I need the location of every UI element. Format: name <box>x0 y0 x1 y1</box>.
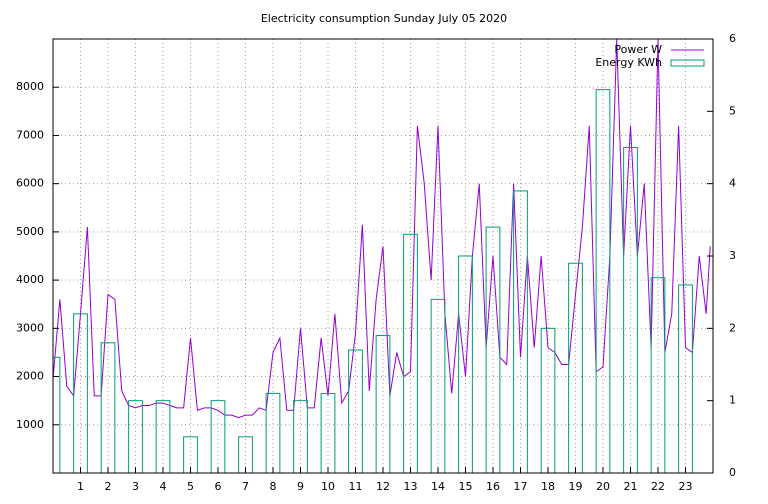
x-tick-label: 9 <box>297 480 304 493</box>
energy-box <box>53 356 61 473</box>
energy-box <box>430 298 446 473</box>
energy-box <box>375 335 391 473</box>
x-tick-label: 10 <box>321 480 335 493</box>
y2-tick-label: 5 <box>729 104 736 117</box>
y-tick-label: 6000 <box>16 177 44 190</box>
energy-box <box>513 190 528 473</box>
legend-label: Energy KWh <box>595 56 662 69</box>
energy-box <box>650 277 666 473</box>
energy-box <box>485 226 501 473</box>
x-tick-label: 18 <box>541 480 555 493</box>
power-line <box>53 39 711 419</box>
x-tick-label: 17 <box>514 480 528 493</box>
x-tick-label: 21 <box>624 480 638 493</box>
x-tick-label: 7 <box>242 480 249 493</box>
plot-area <box>53 39 713 473</box>
x-tick-label: 1 <box>77 480 84 493</box>
x-tick-label: 23 <box>679 480 693 493</box>
y2-tick-label: 1 <box>729 394 736 407</box>
y2-tick-label: 4 <box>729 177 736 190</box>
x-tick-label: 4 <box>160 480 167 493</box>
x-tick-label: 8 <box>270 480 277 493</box>
energy-box <box>623 147 638 473</box>
energy-box <box>540 327 556 473</box>
x-tick-label: 5 <box>187 480 194 493</box>
energy-box <box>238 436 253 473</box>
energy-box <box>568 262 583 473</box>
y-tick-label: 8000 <box>16 80 44 93</box>
y2-tick-label: 6 <box>729 32 736 45</box>
x-tick-label: 22 <box>651 480 665 493</box>
y-tick-label: 5000 <box>16 225 44 238</box>
energy-box <box>458 255 473 473</box>
y2-tick-label: 0 <box>729 466 736 479</box>
x-tick-label: 20 <box>596 480 610 493</box>
x-tick-label: 16 <box>486 480 500 493</box>
x-tick-label: 13 <box>404 480 418 493</box>
x-tick-label: 2 <box>105 480 112 493</box>
y-tick-label: 7000 <box>16 128 44 141</box>
y-tick-label: 4000 <box>16 273 44 286</box>
energy-box <box>595 89 611 473</box>
x-tick-label: 11 <box>349 480 363 493</box>
x-tick-label: 14 <box>431 480 445 493</box>
energy-box <box>403 233 418 473</box>
y-tick-label: 2000 <box>16 370 44 383</box>
y-tick-label: 1000 <box>16 418 44 431</box>
energy-box <box>73 313 88 473</box>
legend-label: Power W <box>614 43 662 56</box>
y2-tick-label: 3 <box>729 249 736 262</box>
x-tick-label: 3 <box>132 480 139 493</box>
x-tick-label: 6 <box>215 480 222 493</box>
x-tick-label: 19 <box>569 480 583 493</box>
y2-tick-label: 2 <box>729 321 736 334</box>
x-tick-label: 12 <box>376 480 390 493</box>
chart-title: Electricity consumption Sunday July 05 2… <box>261 12 507 25</box>
x-tick-label: 15 <box>459 480 473 493</box>
energy-box <box>183 436 198 473</box>
legend-swatch <box>670 59 705 67</box>
y-tick-label: 3000 <box>16 321 44 334</box>
